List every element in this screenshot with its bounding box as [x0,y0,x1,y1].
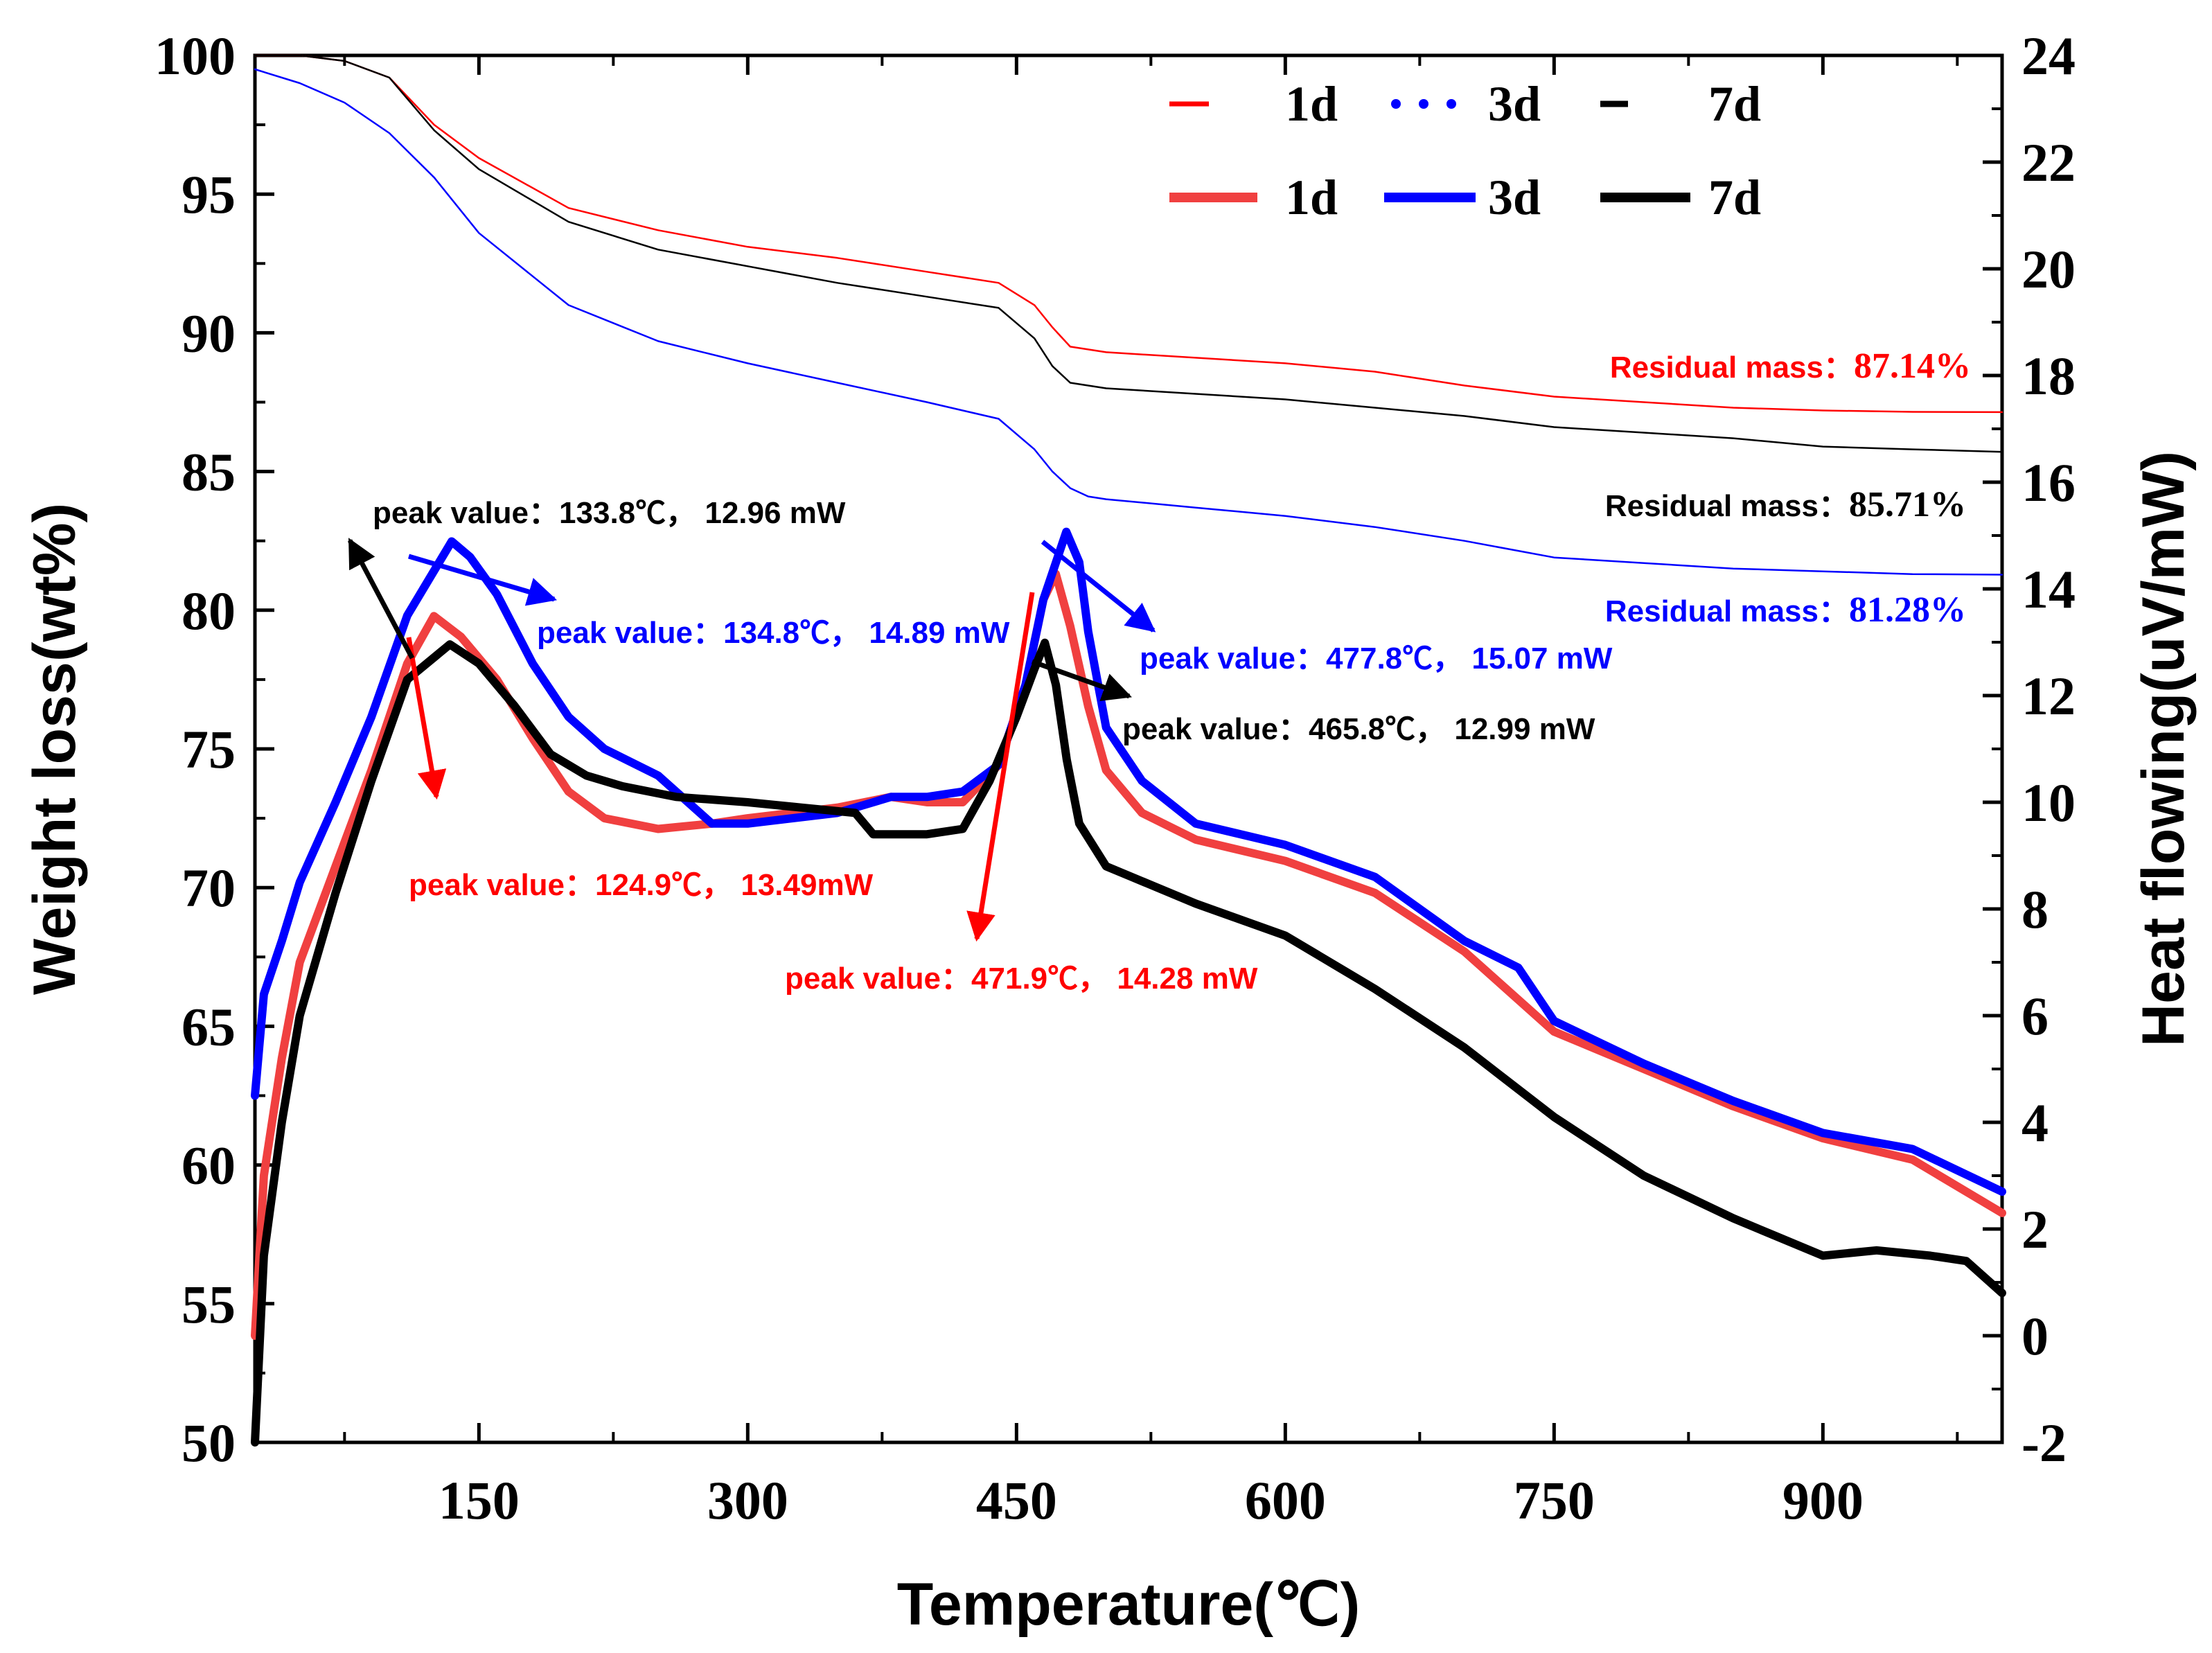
legend-label-1d-solid: 1d [1285,170,1338,225]
y-right-tick-label: -2 [2021,1413,2067,1473]
legend-swatch-3d-dot [1391,99,1456,109]
y-right-tick-label: 6 [2021,986,2049,1046]
y-left-tick-label: 65 [182,996,236,1057]
y-left-tick-label: 50 [182,1413,236,1473]
y-left-tick-label: 90 [182,303,236,363]
x-tick-label: 150 [439,1470,520,1530]
arrow-7d-peak2 [1031,659,1132,702]
y-left-tick-label: 100 [154,26,236,86]
annotation-7d-peak1: peak value：133.8℃， 12.96 mW [373,496,846,530]
y-right-tick-label: 12 [2021,666,2076,726]
y-right-tick-label: 14 [2021,559,2076,619]
y-left-tick-label: 60 [182,1135,236,1196]
y-right-tick-label: 10 [2021,772,2076,833]
y-right-tick-label: 16 [2021,452,2076,513]
series-line-tg-7d [254,54,2003,453]
legend-label-1d-dash: 1d [1285,76,1338,132]
arrow-1d-peak1 [406,637,447,800]
arrow-7d-peak1 [347,538,415,660]
annotation-1d-peak1: peak value：124.9℃， 13.49mW [409,868,874,902]
legend: 1d 3d 7d 1d 3d 7d [1169,76,1761,225]
y-right-tick-label: 20 [2021,239,2076,299]
annotation-1d-peak2: peak value：471.9℃， 14.28 mW [785,962,1258,996]
y-right-tick-label: 2 [2021,1199,2049,1259]
y-right-tick-label: 0 [2021,1306,2049,1366]
arrow-3d-peak2 [1041,540,1156,633]
annotation-7d-peak2: peak value：465.8℃， 12.99 mW [1122,712,1595,746]
annotation-3d-peak1: peak value：134.8℃， 14.89 mW [537,616,1010,650]
legend-label-3d-dot: 3d [1488,76,1541,132]
x-axis-title: Temperature(℃) [897,1571,1360,1638]
x-tick-label: 450 [976,1470,1057,1530]
ticks-layer: 150 300 450 600 750 9005055606570758085909510… [154,26,2076,1530]
legend-label-7d-dash: 7d [1708,76,1761,132]
y-right-tick-label: 22 [2021,132,2076,193]
series-layer [251,54,2006,1447]
x-tick-label: 750 [1514,1470,1595,1530]
x-tick-label: 600 [1245,1470,1326,1530]
y-right-tick-label: 24 [2021,26,2076,86]
y-right-tick-label: 18 [2021,346,2076,406]
y-right-tick-label: 8 [2021,879,2049,939]
residual-mass-1d: Residual mass：87.14% [1610,346,1971,386]
x-tick-label: 900 [1782,1470,1864,1530]
residual-mass-7d: Residual mass：85.71% [1605,485,1966,524]
y-right-tick-label: 4 [2021,1093,2049,1153]
residual-mass-3d: Residual mass：81.28% [1605,590,1966,630]
series-line-tg-3d [254,68,2003,576]
series-line-dsc-7d [251,638,2006,1447]
y-left-tick-label: 75 [182,719,236,779]
y-left-tick-label: 95 [182,164,236,224]
x-tick-label: 300 [707,1470,788,1530]
y-left-tick-label: 55 [182,1274,236,1334]
y-left-tick-label: 70 [182,858,236,918]
annotation-3d-peak2: peak value：477.8℃， 15.07 mW [1140,642,1613,675]
y-right-axis-title: Heat flowing(uV/mW) [2130,451,2197,1047]
annotation-arrows [347,538,1156,942]
series-line-tg-1d [254,54,2003,414]
arrow-1d-peak2 [966,592,1035,942]
series-line-dsc-3d [251,527,2006,1196]
y-left-tick-label: 85 [182,442,236,502]
arrow-3d-peak1 [408,554,558,606]
legend-label-7d-solid: 7d [1708,170,1761,225]
y-left-tick-label: 80 [182,581,236,641]
y-left-axis-title: Weight loss(wt%) [21,503,88,995]
legend-label-3d-solid: 3d [1488,170,1541,225]
